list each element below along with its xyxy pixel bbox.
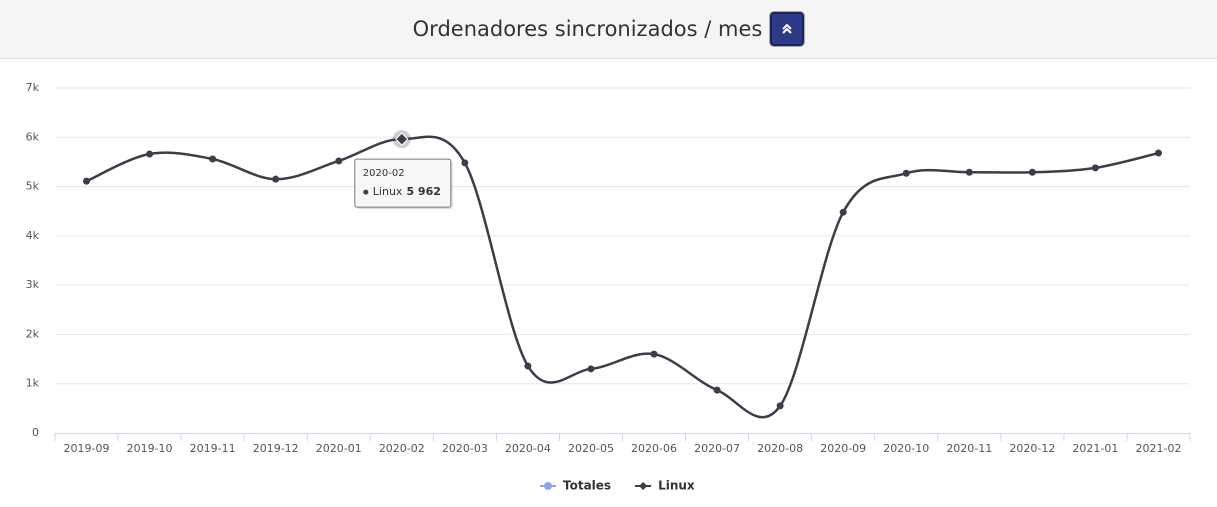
x-tick-label: 2020-11 (946, 442, 992, 455)
x-tick-label: 2019-09 (64, 442, 110, 455)
y-tick-label: 6k (26, 130, 40, 143)
point (839, 208, 847, 216)
point (272, 175, 280, 183)
legend-symbol (544, 482, 552, 490)
x-tick-label: 2019-12 (253, 442, 299, 455)
tooltip-box (354, 158, 452, 208)
chevron-icon (782, 23, 793, 34)
point (776, 402, 784, 410)
point (713, 386, 721, 394)
point (461, 159, 469, 167)
legend-symbol (639, 482, 648, 490)
x-tick-label: 2021-01 (1072, 442, 1118, 455)
tooltip-series: Linux (373, 185, 403, 198)
point (146, 150, 154, 158)
legend-label: Totales (563, 479, 611, 493)
x-tick-label: 2019-10 (127, 442, 173, 455)
x-tick-label: 2020-06 (631, 442, 677, 455)
y-tick-label: 7k (26, 81, 40, 94)
header: Ordenadores sincronizados / mes (0, 0, 1217, 59)
x-tick-label: 2020-03 (442, 442, 488, 455)
point (83, 177, 91, 185)
x-tick-label: 2020-02 (379, 442, 425, 455)
chart-title: Ordenadores sincronizados / mes (412, 17, 763, 41)
x-tick-label: 2019-11 (190, 442, 236, 455)
tooltip-dot (363, 189, 369, 195)
tooltip-value: 5 962 (406, 185, 440, 198)
x-tick-label: 2020-01 (316, 442, 362, 455)
point (902, 169, 910, 177)
x-tick-label: 2020-04 (505, 442, 551, 455)
y-tick-label: 5k (26, 180, 40, 193)
point (395, 132, 409, 146)
x-tick-label: 2020-07 (694, 442, 740, 455)
x-tick-label: 2020-10 (883, 442, 929, 455)
point (587, 365, 595, 373)
series-line (86, 135, 1159, 419)
tooltip-title: 2020-02 (363, 168, 405, 179)
y-tick-label: 3k (26, 278, 40, 291)
x-tick-label: 2021-02 (1135, 442, 1181, 455)
y-tick-label: 4k (26, 229, 40, 242)
x-tick-label: 2020-08 (757, 442, 803, 455)
point (1154, 149, 1162, 157)
legend-label: Linux (658, 479, 695, 493)
x-tick-label: 2020-05 (568, 442, 614, 455)
y-tick-label: 1k (26, 377, 40, 390)
point (209, 155, 217, 163)
x-tick-label: 2020-12 (1009, 442, 1055, 455)
point (1091, 164, 1099, 172)
tooltip: 2020-02 Linux5 962 (354, 158, 453, 210)
point (965, 168, 973, 176)
point (524, 362, 532, 370)
point (1028, 168, 1036, 176)
tooltip-label: Linux5 962 (373, 185, 441, 198)
point (335, 157, 343, 165)
collapse-button[interactable] (770, 12, 805, 46)
point (650, 350, 658, 358)
y-tick-label: 0 (32, 426, 39, 439)
y-tick-label: 2k (26, 327, 40, 340)
x-tick-label: 2020-09 (820, 442, 866, 455)
